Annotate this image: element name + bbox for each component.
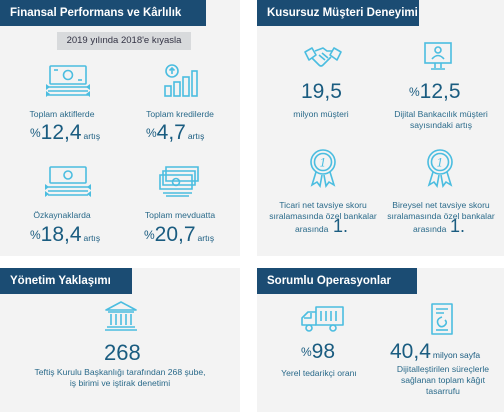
customer-title: Kusursuz Müşteri Deneyimi	[257, 0, 419, 26]
cash-bundle-icon	[158, 164, 204, 198]
digital-banking-icon	[422, 40, 454, 72]
digital-growth-value: %12,5	[409, 80, 461, 103]
paper-saving-line-3: tasarrufu	[426, 386, 460, 396]
audit-desc-line-1: Teftiş Kurulu Başkanlığı tarafından 268 …	[34, 367, 206, 377]
finance-panel: Finansal Performans ve Kârlılık 2019 yıl…	[0, 0, 240, 256]
total-deposits-label: Toplam mevduatta	[144, 210, 216, 220]
compare-note: 2019 yılında 2018'e kıyasla	[57, 32, 191, 50]
commercial-nps-line-3: arasında	[295, 224, 329, 234]
award-ribbon-icon: 1	[307, 148, 339, 188]
retail-nps-rank: 1.	[450, 216, 466, 236]
local-supplier-label: Yerel tedarikçi oranı	[281, 368, 357, 378]
commercial-nps-rank: 1.	[333, 216, 349, 236]
total-loans-label: Toplam kredilerde	[146, 109, 214, 119]
money-stack-icon	[44, 164, 92, 198]
customers-value: 19,5	[301, 80, 342, 103]
operations-panel: Sorumlu Operasyonlar %98 Yerel tedarikçi…	[257, 268, 504, 412]
digital-growth-label-1: Dijital Bankacılık müşteri	[394, 109, 488, 119]
paper-saving-line-1: Dijitalleştirilen süreçlerle	[396, 364, 490, 374]
bank-building-icon	[104, 300, 138, 332]
svg-text:1: 1	[437, 157, 444, 170]
local-supplier-value: %98	[301, 340, 336, 363]
retail-nps-line-1: Bireysel net tavsiye skoru	[392, 200, 490, 210]
management-panel: Yönetim Yaklaşımı 268 Teftiş Kurulu Başk…	[0, 268, 240, 412]
audit-desc-line-2: iş birimi ve iştirak denetimi	[69, 378, 171, 388]
operations-title: Sorumlu Operasyonlar	[257, 268, 417, 294]
management-title: Yönetim Yaklaşımı	[0, 268, 132, 294]
paper-saving-value: 40,4 milyon sayfa	[390, 340, 481, 363]
total-deposits-value: %20,7 artış	[144, 223, 215, 246]
commercial-nps-line-2: sıralamasında özel bankalar	[269, 211, 377, 221]
svg-text:1: 1	[320, 157, 327, 170]
paper-document-icon	[429, 302, 455, 336]
customers-label: milyon müşteri	[293, 109, 349, 119]
digital-growth-label-2: sayısındaki artış	[409, 120, 473, 130]
commercial-nps-line-1: Ticari net tavsiye skoru	[279, 200, 367, 210]
paper-saving-line-2: sağlanan toplam kâğıt	[400, 375, 486, 385]
award-ribbon-icon: 1	[424, 148, 456, 188]
retail-nps-line-3: arasında	[413, 224, 447, 234]
audit-count-value: 268	[104, 340, 141, 365]
equity-label: Özkaynaklarda	[33, 210, 91, 220]
equity-value: %18,4 artış	[30, 223, 101, 246]
banknotes-icon	[44, 62, 92, 98]
finance-title: Finansal Performans ve Kârlılık	[0, 0, 206, 26]
customer-panel: Kusursuz Müşteri Deneyimi 19,5 milyon mü…	[257, 0, 504, 256]
retail-nps-line-2: sıralamasında özel bankalar	[387, 211, 495, 221]
total-loans-value: %4,7 artış	[146, 121, 205, 144]
handshake-icon	[303, 42, 343, 72]
total-assets-value: %12,4 artış	[30, 121, 101, 144]
delivery-truck-icon	[299, 304, 345, 334]
total-assets-label: Toplam aktiflerde	[29, 109, 95, 119]
growth-chart-icon	[162, 62, 198, 98]
